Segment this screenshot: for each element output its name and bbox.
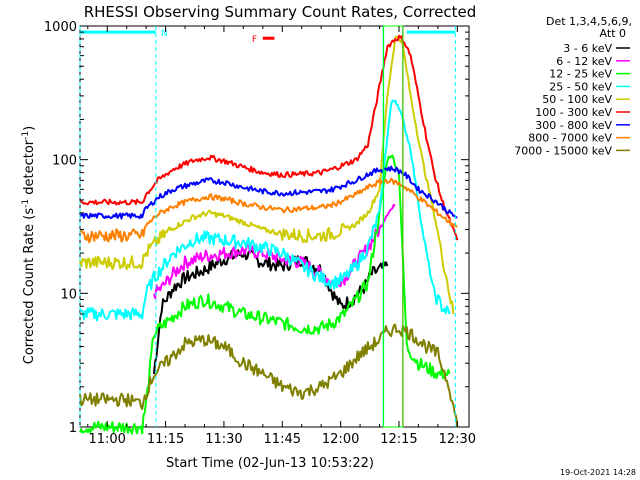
flare-label: F [252, 35, 257, 45]
x-tick-label-3: 11:45 [264, 432, 301, 447]
legend-entry-label-0: 3 - 6 keV [563, 42, 612, 55]
y-tick-label-2: 10 [60, 287, 77, 302]
series-line-3 [79, 99, 451, 322]
overlay-layer: NF [79, 25, 456, 428]
x-axis-ticks: 11:00 11:15 11:30 11:45 12:00 12:15 12:30 [87, 26, 476, 447]
series-line-1 [152, 203, 396, 300]
y-axis-ticks: 1000 100 10 1 [44, 20, 469, 436]
series-line-4 [79, 35, 455, 315]
y-axis-label-part1: Corrected Count Rate (s [22, 208, 37, 365]
series-line-2 [79, 154, 451, 435]
footer-timestamp: 19-Oct-2021 14:28 [560, 468, 636, 477]
x-tick-label-6: 12:30 [439, 432, 476, 447]
x-axis-label: Start Time (02-Jun-13 10:53:22) [166, 456, 374, 471]
y-tick-label-0: 1000 [44, 20, 77, 35]
y-tick-label-3: 1 [69, 421, 77, 436]
y-axis-label-sup2: -1 [21, 131, 31, 140]
y-tick-label-1: 100 [52, 154, 77, 169]
legend-entry-label-7: 800 - 7000 keV [528, 132, 612, 145]
x-tick-label-1: 11:15 [147, 432, 184, 447]
series-line-8 [79, 323, 459, 428]
legend-entry-label-4: 50 - 100 keV [542, 93, 612, 106]
legend-entry-label-2: 12 - 25 keV [549, 68, 612, 81]
plot-area: NF 11:00 11:15 11:30 11:45 12:00 12:15 12:30 1… [44, 20, 476, 447]
series-layer [79, 34, 459, 435]
series-line-6 [79, 165, 458, 220]
x-tick-label-0: 11:00 [88, 432, 125, 447]
y-axis-label-sup1: -1 [21, 199, 31, 208]
legend-entry-label-3: 25 - 50 keV [549, 80, 612, 93]
y-axis-label: Corrected Count Rate (s-1 detector-1) [21, 126, 37, 364]
y-axis-label-part2: detector [22, 139, 37, 199]
x-tick-label-4: 12:00 [322, 432, 359, 447]
chart-title: RHESSI Observing Summary Count Rates, Co… [84, 3, 477, 21]
x-tick-label-5: 12:15 [380, 432, 417, 447]
legend-entry-label-5: 100 - 300 keV [535, 106, 612, 119]
plot-frame [79, 25, 470, 428]
series-line-5 [79, 34, 459, 241]
attenuator-interval-box [382, 25, 404, 428]
legend-entry-label-6: 300 - 800 keV [535, 119, 612, 132]
svg-text:Corrected Count Rate (s-1 dete: Corrected Count Rate (s-1 detector-1) [21, 126, 37, 364]
legend-header-line2: Att 0 [600, 27, 626, 40]
legend-entry-label-1: 6 - 12 keV [556, 55, 612, 68]
night-label: N [161, 29, 168, 39]
x-tick-label-2: 11:30 [205, 432, 242, 447]
legend-entry-label-8: 7000 - 15000 keV [514, 144, 612, 157]
series-line-7 [79, 177, 458, 244]
legend-header-line1: Det 1,3,4,5,6,9, [546, 15, 632, 28]
y-axis-label-part3: ) [22, 126, 37, 131]
